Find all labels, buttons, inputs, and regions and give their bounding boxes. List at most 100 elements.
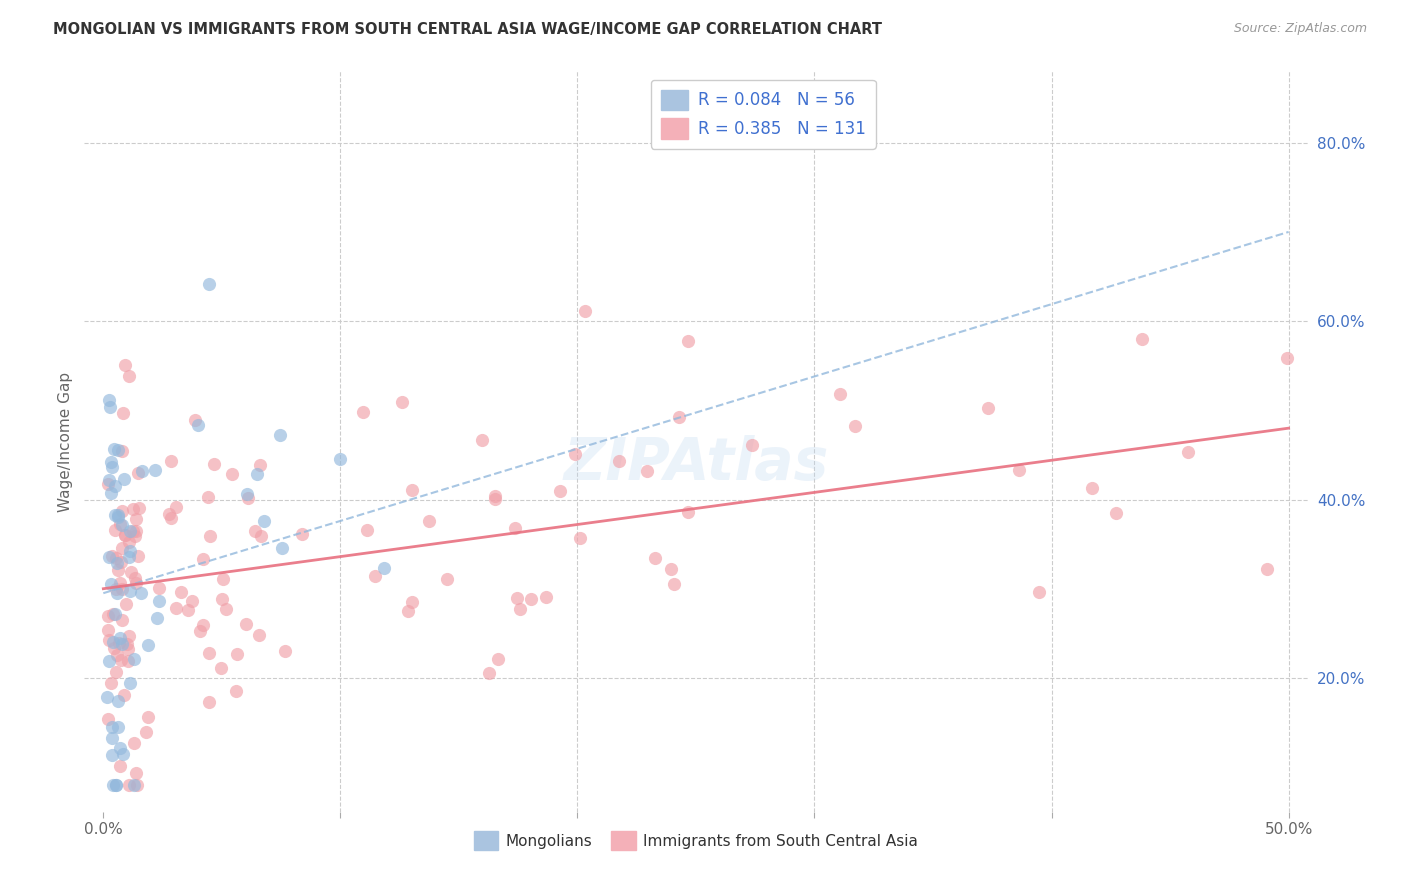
Point bbox=[221, 467, 243, 482]
Point bbox=[636, 464, 658, 478]
Point bbox=[125, 576, 148, 591]
Point bbox=[659, 562, 682, 576]
Point bbox=[111, 582, 134, 596]
Point bbox=[107, 635, 129, 649]
Point bbox=[98, 473, 121, 487]
Point bbox=[125, 765, 148, 780]
Point bbox=[246, 467, 269, 481]
Point bbox=[197, 490, 219, 504]
Point bbox=[534, 590, 557, 604]
Point bbox=[128, 501, 150, 516]
Point bbox=[484, 489, 506, 503]
Point bbox=[236, 491, 259, 505]
Point bbox=[107, 508, 129, 523]
Point bbox=[505, 521, 527, 535]
Point bbox=[97, 712, 120, 726]
Point bbox=[143, 462, 166, 476]
Text: MONGOLIAN VS IMMIGRANTS FROM SOUTH CENTRAL ASIA WAGE/INCOME GAP CORRELATION CHAR: MONGOLIAN VS IMMIGRANTS FROM SOUTH CENTR… bbox=[53, 22, 883, 37]
Point bbox=[607, 454, 630, 468]
Point bbox=[97, 632, 120, 647]
Point bbox=[107, 720, 129, 734]
Point bbox=[364, 569, 387, 583]
Point bbox=[98, 654, 121, 668]
Point bbox=[108, 759, 131, 773]
Point bbox=[145, 610, 167, 624]
Point bbox=[1256, 562, 1278, 576]
Point bbox=[170, 584, 193, 599]
Point bbox=[1105, 507, 1128, 521]
Point bbox=[977, 401, 1000, 416]
Point bbox=[97, 608, 120, 623]
Point bbox=[131, 464, 153, 478]
Point bbox=[569, 531, 592, 545]
Point bbox=[105, 556, 128, 570]
Point bbox=[1008, 463, 1031, 477]
Point bbox=[678, 334, 700, 348]
Point bbox=[160, 454, 183, 468]
Point bbox=[114, 528, 136, 542]
Point bbox=[96, 690, 118, 705]
Point bbox=[136, 638, 159, 652]
Point bbox=[200, 529, 222, 543]
Point bbox=[157, 507, 180, 521]
Point bbox=[97, 392, 120, 407]
Point bbox=[117, 637, 139, 651]
Point bbox=[101, 778, 124, 792]
Y-axis label: Wage/Income Gap: Wage/Income Gap bbox=[58, 371, 73, 512]
Point bbox=[148, 581, 170, 595]
Point bbox=[187, 417, 209, 432]
Point bbox=[197, 277, 219, 291]
Point bbox=[236, 487, 259, 501]
Point bbox=[644, 550, 666, 565]
Point bbox=[398, 604, 420, 618]
Point bbox=[1177, 444, 1199, 458]
Point bbox=[136, 710, 159, 724]
Point bbox=[108, 575, 131, 590]
Point bbox=[105, 585, 128, 599]
Point bbox=[100, 720, 122, 734]
Point bbox=[1028, 585, 1050, 599]
Point bbox=[506, 591, 529, 605]
Point bbox=[112, 472, 135, 486]
Point bbox=[235, 616, 257, 631]
Point bbox=[118, 550, 141, 565]
Point bbox=[247, 628, 270, 642]
Point bbox=[127, 466, 149, 480]
Point bbox=[124, 529, 146, 543]
Point bbox=[269, 428, 291, 442]
Point bbox=[436, 572, 458, 586]
Point bbox=[104, 551, 127, 566]
Point bbox=[202, 458, 225, 472]
Point bbox=[120, 544, 142, 558]
Point bbox=[111, 406, 134, 420]
Point bbox=[249, 458, 271, 472]
Point bbox=[108, 631, 131, 645]
Point bbox=[100, 577, 122, 591]
Point bbox=[118, 778, 141, 792]
Point bbox=[97, 476, 120, 491]
Point bbox=[741, 438, 763, 452]
Point bbox=[97, 549, 120, 564]
Point bbox=[118, 675, 141, 690]
Point bbox=[122, 736, 145, 750]
Point bbox=[1080, 481, 1102, 495]
Point bbox=[418, 514, 440, 528]
Point bbox=[107, 510, 129, 524]
Point bbox=[211, 573, 233, 587]
Point bbox=[830, 386, 852, 401]
Point bbox=[165, 600, 187, 615]
Point bbox=[118, 534, 141, 549]
Text: ZIPAtlas: ZIPAtlas bbox=[564, 435, 828, 492]
Text: Source: ZipAtlas.com: Source: ZipAtlas.com bbox=[1233, 22, 1367, 36]
Point bbox=[548, 483, 571, 498]
Point bbox=[100, 675, 122, 690]
Point bbox=[129, 586, 152, 600]
Point bbox=[111, 504, 134, 518]
Point bbox=[107, 694, 129, 708]
Point bbox=[471, 433, 494, 447]
Point bbox=[181, 593, 204, 607]
Point bbox=[484, 491, 506, 506]
Point bbox=[100, 455, 122, 469]
Point bbox=[373, 561, 395, 575]
Point bbox=[101, 549, 124, 564]
